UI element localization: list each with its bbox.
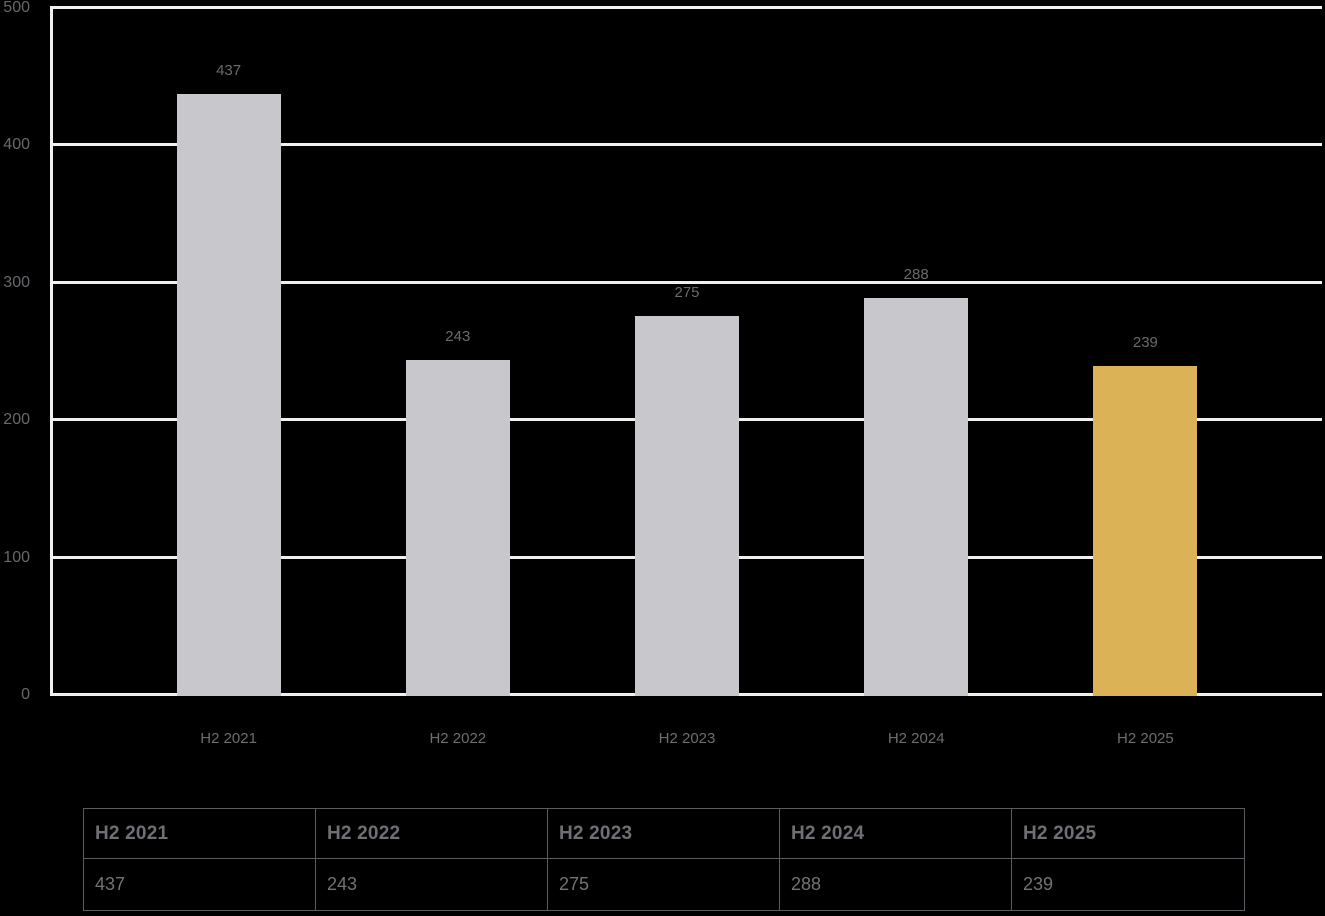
data-table: H2 2021 H2 2022 H2 2023 H2 2024 H2 2025 437 24… [83, 808, 1245, 911]
bar-value-label: 275 [674, 284, 700, 301]
grid-line-300 [50, 280, 1322, 284]
x-axis-label: H2 2022 [429, 730, 487, 747]
table-value-cell: 275 [548, 859, 780, 910]
table-value-cell: 243 [316, 859, 548, 910]
bar [635, 316, 739, 696]
bar-value-label: 243 [445, 328, 471, 345]
grid-line-500 [50, 6, 1322, 9]
bar [405, 360, 510, 696]
x-axis-label: H2 2023 [658, 730, 716, 747]
y-tick-label: 0 [21, 686, 30, 703]
table-value-cell: 288 [780, 859, 1012, 910]
y-tick-label: 300 [3, 273, 30, 291]
table-header-cell: H2 2025 [1012, 809, 1244, 859]
bar-value-label: 239 [1132, 334, 1158, 351]
bar [864, 298, 969, 696]
y-tick-label: 100 [3, 548, 30, 566]
table-value-cell: 437 [84, 859, 316, 910]
y-tick-label: 500 [3, 0, 30, 16]
bar-value-label: 437 [216, 62, 242, 79]
table-value-cell: 239 [1023, 874, 1054, 894]
grid-line-400 [50, 143, 1322, 147]
y-tick-label: 200 [3, 411, 30, 429]
y-tick-label: 400 [3, 136, 30, 154]
table-header-cell: H2 2023 [548, 809, 780, 859]
table-header-cell: H2 2022 [316, 809, 548, 859]
bar-value-label: 288 [903, 266, 929, 283]
table-header-cell: H2 2024 [780, 809, 1012, 859]
y-axis-line [50, 7, 53, 696]
x-axis-label: H2 2024 [887, 730, 945, 747]
x-axis-label: H2 2025 [1117, 730, 1174, 747]
table-header-cell: H2 2021 [84, 809, 316, 859]
bar-highlighted [1093, 366, 1198, 696]
x-axis-label: H2 2021 [200, 730, 257, 747]
bar [176, 94, 281, 696]
